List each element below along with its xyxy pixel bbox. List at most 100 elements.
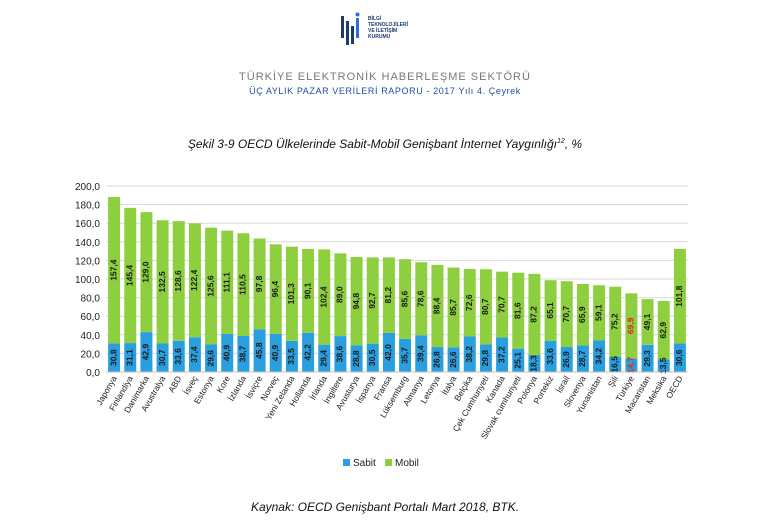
data-label-mobil: 87,2 [529,306,539,323]
bar-sabit [463,336,476,372]
data-label-sabit: 38,2 [464,346,474,363]
data-label-mobil: 69,9 [626,317,636,334]
bar-sabit [221,333,234,372]
y-tick-label: 200,0 [75,182,100,193]
data-label-sabit: 30,8 [108,349,118,366]
bar-mobil [431,264,444,348]
bar-mobil [269,244,282,334]
bar-mobil [285,246,298,341]
bar-mobil [641,299,654,345]
bar-sabit [641,344,654,372]
logo-line: KURUMU [368,34,391,40]
bar-mobil [657,300,670,360]
bar-sabit [576,345,589,372]
bar-mobil [593,285,606,341]
bar-mobil [625,293,638,359]
y-tick-label: 0,0 [86,368,100,379]
btk-logo-icon [341,12,360,45]
bar-mobil [544,280,557,341]
data-label-mobil: 132,5 [157,271,167,293]
data-label-sabit: 33,5 [286,348,296,365]
bar-mobil [221,230,234,334]
bar-mobil [253,238,266,330]
bar-sabit [205,344,218,372]
figure-title-unit: , % [564,137,583,151]
data-label-sabit: 38,7 [238,345,248,362]
bar-mobil [302,248,315,333]
bar-sabit [253,329,266,372]
data-label-sabit: 30,5 [367,349,377,366]
data-label-mobil: 65,9 [577,306,587,323]
data-label-mobil: 110,5 [238,274,248,295]
bar-sabit [415,335,428,372]
x-tick-label: OECD [664,374,685,400]
data-label-mobil: 75,2 [610,313,620,330]
legend-label-sabit: Sabit [353,458,376,469]
stacked-bar-chart: 0,0 20,0 40,0 60,0 80,0 100,0 120,0 140,0 160,0 1… [75,182,688,469]
y-tick-label: 120,0 [75,256,100,267]
data-label-sabit: 16,5 [610,356,620,373]
figure-title: Şekil 3-9 OECD Ülkelerinde Sabit-Mobil G… [0,137,770,151]
bar-sabit [188,337,201,372]
bar-sabit [496,337,509,372]
data-label-sabit: 39,4 [416,345,426,362]
data-label-mobil: 72,6 [464,294,474,311]
bar-sabit [399,338,412,372]
bar-mobil [415,262,428,336]
data-label-mobil: 70,7 [561,306,571,323]
bar-mobil [447,267,460,348]
bar-mobil [609,286,622,357]
data-label-sabit: 42,9 [141,344,151,361]
bar-sabit [318,344,331,372]
bar-sabit [269,333,282,372]
bar-sabit [512,348,525,372]
data-label-mobil: 88,4 [432,297,442,314]
data-label-mobil: 70,7 [496,296,506,313]
y-tick-label: 20,0 [81,349,101,360]
data-label-mobil: 85,6 [399,290,409,307]
bar-sabit [366,343,379,372]
figure-title-main: Şekil 3-9 OECD Ülkelerinde Sabit-Mobil G… [187,137,557,151]
logo-text: BİLGİ TEKNOLOJİLERİ VE İLETİŞİM KURUMU [368,16,438,40]
data-label-sabit: 26,8 [432,351,442,368]
data-label-sabit: 34,2 [593,348,603,365]
data-label-sabit: 31,1 [125,349,135,366]
y-tick-label: 100,0 [75,275,100,286]
bar-sabit [673,343,686,372]
bar-mobil [673,248,686,344]
data-label-sabit: 33,6 [173,348,183,365]
data-label-mobil: 94,8 [351,293,361,310]
data-label-sabit: 18,3 [529,355,539,372]
data-label-mobil: 97,8 [254,275,264,292]
report-header-title: TÜRKİYE ELEKTRONİK HABERLEŞME SEKTÖRÜ [239,71,531,83]
data-label-sabit: 28,8 [351,350,361,367]
bar-mobil [156,220,169,344]
data-label-mobil: 89,0 [335,286,345,303]
data-label-sabit: 29,4 [319,350,329,367]
data-label-mobil: 101,8 [674,285,684,307]
data-label-mobil: 62,9 [658,322,668,339]
data-label-sabit: 13,5 [658,357,668,374]
y-tick-label: 40,0 [81,331,101,342]
data-label-sabit: 29,6 [205,350,215,367]
bar-mobil [576,284,589,346]
data-label-sabit: 30,7 [157,349,167,366]
data-label-sabit: 38,6 [335,346,345,363]
bar-sabit [544,340,557,372]
bar-sabit [593,340,606,372]
data-label-mobil: 65,1 [545,302,555,319]
bar-mobil [512,272,525,349]
bar-mobil [318,249,331,345]
data-label-mobil: 59,1 [593,304,603,321]
data-label-sabit: 29,8 [480,350,490,367]
bar-mobil [108,196,121,344]
y-tick-label: 160,0 [75,219,100,230]
bar-sabit [625,358,638,372]
bar-mobil [528,273,541,355]
bar-sabit [609,356,622,372]
data-label-sabit: 28,7 [577,350,587,367]
bar-sabit [334,336,347,372]
bar-mobil [350,257,363,346]
data-label-mobil: 157,4 [108,259,118,281]
data-label-sabit: 45,8 [254,342,264,359]
